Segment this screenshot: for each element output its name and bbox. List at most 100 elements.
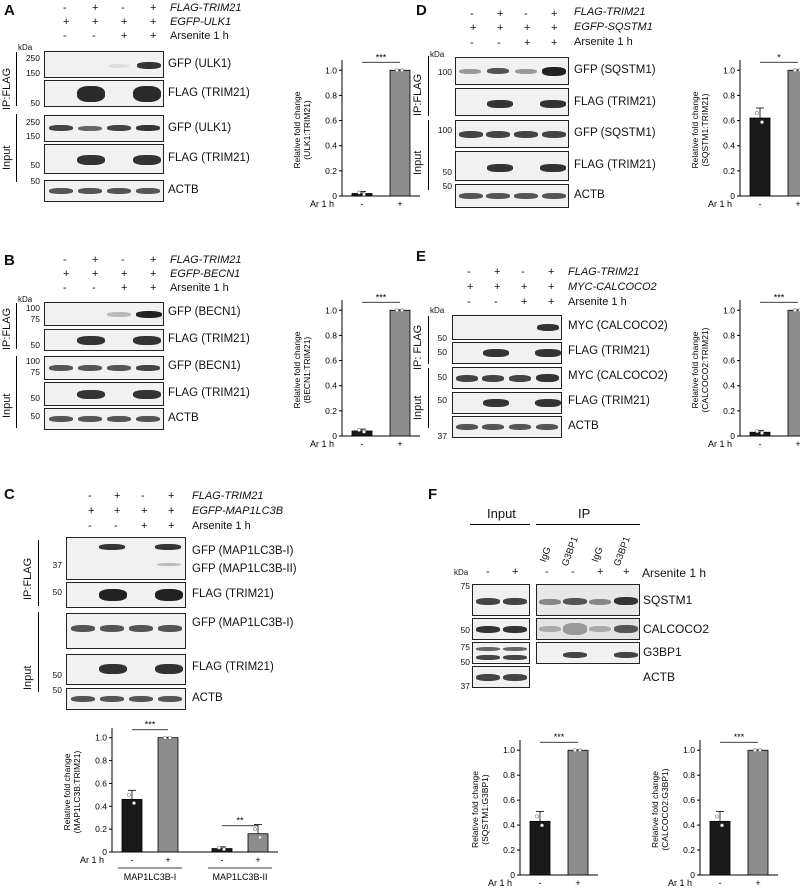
band: [137, 62, 161, 69]
sign: -: [121, 2, 125, 14]
sign: +: [92, 254, 99, 266]
blot-label: SQSTM1: [643, 593, 693, 607]
chart-f2: 0 0.2 0.4 0.6 0.8 1.0 Relative fold change (CAL…: [650, 732, 778, 888]
band: [589, 599, 611, 605]
y-tick-label: 0.8: [503, 770, 515, 780]
sign: +: [497, 8, 504, 20]
y-tick-label: 0.8: [325, 90, 337, 100]
x-tick-label: +: [397, 199, 402, 209]
blot-label: FLAG (TRIM21): [168, 152, 250, 164]
mw-marker: 50: [442, 167, 452, 177]
blot: [452, 367, 562, 389]
blot: [44, 329, 164, 351]
band: [503, 626, 527, 633]
band: [563, 598, 587, 605]
significance-label: **: [236, 816, 244, 826]
header-rule: [536, 524, 640, 525]
band: [487, 68, 509, 74]
side-label-ip: IP:FLAG: [412, 73, 424, 116]
blot: [44, 80, 164, 107]
y-tick-label: 0.6: [723, 356, 735, 366]
mw-marker: 50: [52, 685, 62, 695]
sign: -: [545, 566, 549, 578]
y-tick-label: 1.0: [723, 305, 735, 315]
side-label-input: Input: [412, 150, 424, 175]
x-tick-label: -: [539, 878, 542, 888]
sign: +: [524, 22, 531, 34]
blot: [44, 382, 164, 406]
sign: -: [63, 2, 67, 14]
mw-marker: 50: [30, 411, 40, 421]
y-tick-label: 0.6: [503, 795, 515, 805]
significance-label: ***: [774, 292, 785, 302]
x-axis-label: Ar 1 h: [708, 439, 732, 449]
band: [503, 598, 527, 605]
band: [515, 69, 537, 74]
panel-label-b: B: [4, 252, 15, 269]
blot: [472, 584, 530, 616]
band: [536, 374, 559, 382]
mw-marker: 50: [30, 160, 40, 170]
blot: [44, 408, 164, 430]
bracket: [428, 56, 429, 116]
data-point: [253, 827, 257, 832]
band: [476, 674, 500, 681]
data-point: [715, 814, 719, 819]
sign: +: [548, 296, 555, 308]
mw-marker: 100: [437, 67, 452, 77]
blot-label: ACTB: [168, 412, 199, 424]
y-axis-label-line2: (ULK1:TRIM21): [302, 100, 312, 160]
band: [514, 193, 538, 199]
row-label: FLAG-TRIM21: [170, 2, 242, 14]
y-tick-label: 0.8: [723, 330, 735, 340]
data-point: [540, 823, 544, 828]
data-point: [395, 308, 399, 313]
band: [155, 589, 183, 601]
data-point: [362, 429, 366, 434]
band: [476, 598, 500, 605]
blot-label: MYC (CALCOCO2): [568, 320, 668, 332]
panel-label-c: C: [4, 486, 15, 503]
sign: +: [548, 281, 555, 293]
band: [563, 652, 587, 658]
y-tick-label: 0: [102, 847, 107, 857]
band: [456, 375, 478, 382]
sign: +: [467, 281, 474, 293]
blot-label: ACTB: [574, 189, 605, 201]
y-tick-label: 0.4: [723, 381, 735, 391]
significance-label: ***: [554, 732, 565, 742]
x-tick-label: +: [755, 878, 760, 888]
sign: +: [168, 490, 175, 502]
sign: +: [548, 266, 555, 278]
data-point: [573, 748, 577, 753]
blot-label: FLAG (TRIM21): [574, 159, 656, 171]
bracket: [16, 114, 17, 182]
chart-e: 0 0.2 0.4 0.6 0.8 1.0 Relative fold change (CAL…: [690, 292, 800, 449]
band: [100, 696, 124, 702]
band: [158, 696, 182, 702]
mw-marker: 50: [30, 393, 40, 403]
band: [476, 647, 500, 651]
y-tick-label: 0: [332, 191, 337, 201]
sign: +: [470, 22, 477, 34]
kda-label: kDa: [430, 306, 445, 315]
y-tick-label: 0.2: [723, 406, 735, 416]
blot-label: FLAG (TRIM21): [568, 395, 650, 407]
bracket: [428, 368, 429, 428]
x-axis-label: Ar 1 h: [310, 199, 334, 209]
blot-label: G3BP1: [643, 645, 682, 659]
lane-label: IgG: [538, 545, 554, 564]
header-ip: IP: [578, 506, 591, 521]
band: [99, 589, 127, 601]
y-tick-label: 0.8: [683, 770, 695, 780]
band: [589, 626, 611, 632]
y-tick-label: 0.2: [325, 406, 337, 416]
bracket: [428, 316, 429, 364]
sign: +: [551, 8, 558, 20]
y-tick-label: 0.8: [325, 330, 337, 340]
data-point: [127, 792, 131, 797]
sign: +: [597, 566, 604, 578]
blot: [455, 88, 569, 116]
blot-label: GFP (MAP1LC3B-I): [192, 617, 294, 629]
y-axis-label-line1: Relative fold change: [292, 91, 302, 168]
